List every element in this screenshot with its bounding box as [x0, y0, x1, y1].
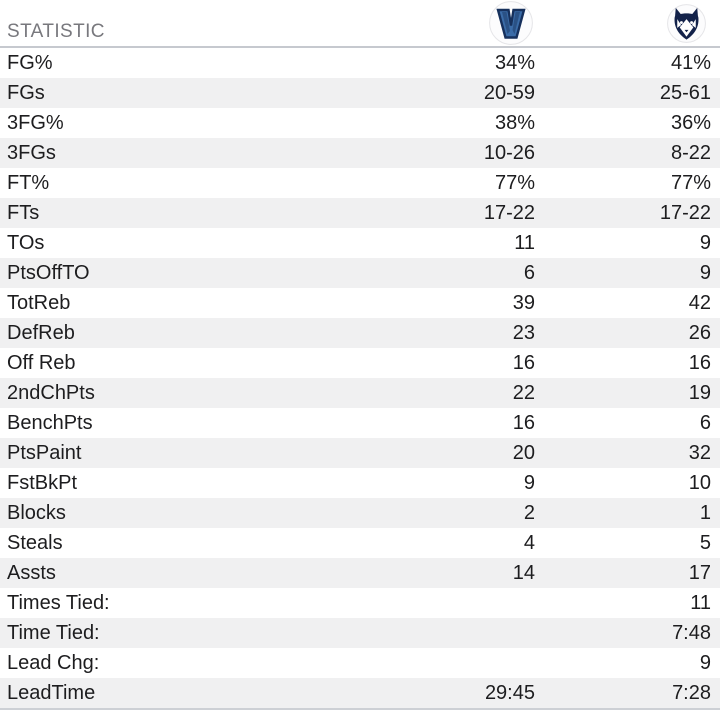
uconn-value: 8-22	[670, 141, 711, 164]
table-row: FGs 20-59 25-61	[0, 78, 720, 108]
uconn-value: 11	[690, 591, 711, 614]
uconn-value: 26	[688, 321, 711, 344]
uconn-value: 10	[688, 471, 711, 494]
stat-label: FTs	[7, 201, 40, 224]
table-row: Steals 4 5	[0, 528, 720, 558]
table-row: FT% 77% 77%	[0, 168, 720, 198]
villanova-value: 4	[523, 531, 535, 554]
villanova-value: 39	[512, 291, 535, 314]
villanova-value: 11	[514, 231, 535, 254]
villanova-value: 2	[523, 501, 535, 524]
stat-label: Off Reb	[7, 351, 76, 374]
stat-label: Times Tied:	[7, 591, 110, 614]
table-row: Blocks 2 1	[0, 498, 720, 528]
table-row: LeadTime 29:45 7:28	[0, 678, 720, 708]
table-row: 2ndChPts 22 19	[0, 378, 720, 408]
uconn-value: 5	[699, 531, 711, 554]
stat-label: 3FGs	[7, 141, 56, 164]
table-row: Time Tied: 7:48	[0, 618, 720, 648]
villanova-value: 17-22	[483, 201, 535, 224]
uconn-value: 9	[699, 261, 711, 284]
table-row: Off Reb 16 16	[0, 348, 720, 378]
uconn-value: 16	[688, 351, 711, 374]
uconn-value: 19	[688, 381, 711, 404]
uconn-value: 6	[699, 411, 711, 434]
table-row: Lead Chg: 9	[0, 648, 720, 678]
uconn-value: 9	[699, 231, 711, 254]
table-row: Assts 14 17	[0, 558, 720, 588]
table-row: DefReb 23 26	[0, 318, 720, 348]
stat-label: Blocks	[7, 501, 66, 524]
uconn-value: 17-22	[659, 201, 711, 224]
statistic-column-header: STATISTIC	[7, 21, 105, 42]
villanova-value: 38%	[494, 111, 535, 134]
stat-label: PtsPaint	[7, 441, 82, 464]
villanova-value: 9	[523, 471, 535, 494]
stat-label: FT%	[7, 171, 50, 194]
uconn-value: 7:48	[672, 621, 711, 644]
table-row: TOs 11 9	[0, 228, 720, 258]
uconn-value: 41%	[670, 51, 711, 74]
table-header: STATISTIC	[0, 0, 720, 48]
uconn-value: 1	[699, 501, 711, 524]
table-row: 3FGs 10-26 8-22	[0, 138, 720, 168]
table-row: PtsPaint 20 32	[0, 438, 720, 468]
stat-label: FstBkPt	[7, 471, 78, 494]
stat-label: 3FG%	[7, 111, 64, 134]
stat-label: 2ndChPts	[7, 381, 95, 404]
stat-label: LeadTime	[7, 681, 96, 704]
table-row: BenchPts 16 6	[0, 408, 720, 438]
villanova-value: 10-26	[483, 141, 535, 164]
uconn-value: 7:28	[672, 681, 711, 704]
stat-label: PtsOffTO	[7, 261, 90, 284]
villanova-value: 20-59	[483, 81, 535, 104]
stat-label: DefReb	[7, 321, 75, 344]
villanova-value: 22	[512, 381, 535, 404]
villanova-value: 20	[512, 441, 535, 464]
uconn-team-logo-icon	[667, 4, 706, 43]
table-row: 3FG% 38% 36%	[0, 108, 720, 138]
villanova-value: 6	[523, 261, 535, 284]
uconn-value: 9	[699, 651, 711, 674]
uconn-value: 25-61	[659, 81, 711, 104]
table-row: TotReb 39 42	[0, 288, 720, 318]
villanova-value: 23	[512, 321, 535, 344]
villanova-value: 29:45	[484, 681, 535, 704]
uconn-value: 32	[688, 441, 711, 464]
uconn-value: 17	[688, 561, 711, 584]
villanova-value: 77%	[494, 171, 535, 194]
villanova-value: 16	[512, 351, 535, 374]
uconn-value: 42	[688, 291, 711, 314]
villanova-value: 16	[512, 411, 535, 434]
stat-label: TOs	[7, 231, 45, 254]
villanova-team-logo-icon	[489, 1, 533, 45]
stat-label: Steals	[7, 531, 63, 554]
stats-rows: FG% 34% 41% FGs 20-59 25-61 3FG% 38% 36%…	[0, 48, 720, 710]
stat-label: FGs	[7, 81, 45, 104]
uconn-value: 77%	[670, 171, 711, 194]
uconn-value: 36%	[670, 111, 711, 134]
stat-label: BenchPts	[7, 411, 93, 434]
table-row: FTs 17-22 17-22	[0, 198, 720, 228]
table-row: FstBkPt 9 10	[0, 468, 720, 498]
villanova-value: 14	[512, 561, 535, 584]
table-row: Times Tied: 11	[0, 588, 720, 618]
stat-label: FG%	[7, 51, 53, 74]
villanova-value: 34%	[494, 51, 535, 74]
table-row: PtsOffTO 6 9	[0, 258, 720, 288]
stat-label: TotReb	[7, 291, 71, 314]
stat-label: Lead Chg:	[7, 651, 100, 674]
table-row: FG% 34% 41%	[0, 48, 720, 78]
stat-label: Time Tied:	[7, 621, 100, 644]
stat-label: Assts	[7, 561, 56, 584]
